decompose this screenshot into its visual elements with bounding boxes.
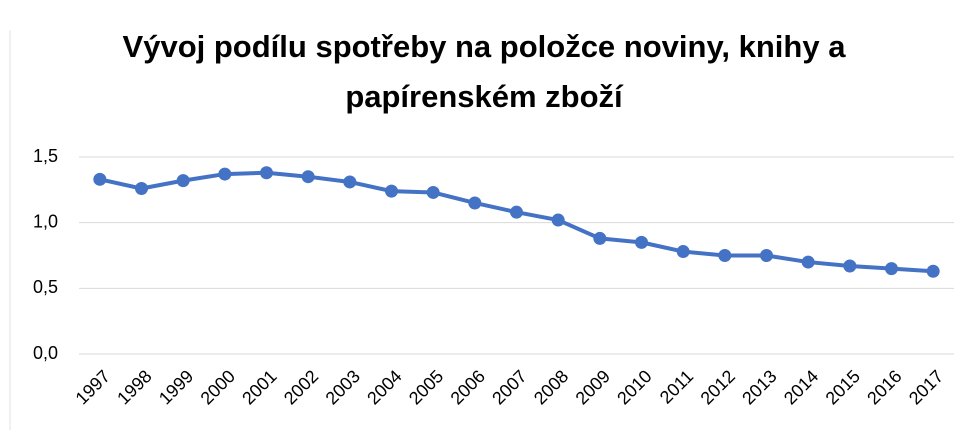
x-tick-label: 2004 <box>363 366 405 408</box>
x-tick-label: 2010 <box>613 366 655 408</box>
marker <box>426 185 440 199</box>
marker <box>718 249 732 262</box>
marker <box>343 175 357 189</box>
x-tick-label: 2002 <box>280 366 322 408</box>
x-tick-label: 1998 <box>113 366 155 408</box>
x-tick-label: 2001 <box>238 366 280 408</box>
x-tick-label: 2003 <box>322 366 364 408</box>
marker <box>468 196 482 210</box>
marker <box>93 172 107 186</box>
marker <box>260 166 273 180</box>
marker <box>801 255 815 269</box>
x-tick-label: 2006 <box>447 366 489 408</box>
marker <box>218 167 232 181</box>
x-tick-label: 2017 <box>905 366 947 408</box>
marker <box>176 174 190 188</box>
marker <box>135 182 148 196</box>
marker <box>593 231 607 245</box>
marker <box>676 245 690 259</box>
x-tick-label: 2016 <box>863 366 905 408</box>
y-tick-label: 0,0 <box>33 343 58 363</box>
marker <box>385 184 398 198</box>
x-tick-label: 2005 <box>405 366 447 408</box>
x-tick-label: 2012 <box>697 366 739 408</box>
x-tick-label: 2015 <box>822 366 864 408</box>
marker <box>510 205 523 219</box>
x-tick-label: 1997 <box>72 366 114 408</box>
marker <box>301 170 315 184</box>
marker <box>760 249 773 262</box>
x-tick-label: 1999 <box>155 366 197 408</box>
y-tick-label: 0,5 <box>33 277 58 297</box>
marker <box>926 264 940 278</box>
y-tick-label: 1,5 <box>33 146 58 166</box>
x-tick-label: 2009 <box>572 366 614 408</box>
x-tick-label: 2011 <box>656 366 698 408</box>
x-tick-label: 2014 <box>780 366 822 408</box>
x-tick-label: 2008 <box>530 366 572 408</box>
x-tick-label: 2013 <box>738 366 780 408</box>
marker <box>843 259 857 273</box>
marker <box>551 213 565 227</box>
marker <box>635 235 648 249</box>
x-tick-label: 2000 <box>197 366 239 408</box>
chart-title: Vývoj podílu spotřeby na položce noviny,… <box>122 29 846 114</box>
x-tick-label: 2007 <box>488 366 530 408</box>
marker <box>885 262 898 276</box>
y-tick-label: 1,0 <box>33 211 58 231</box>
